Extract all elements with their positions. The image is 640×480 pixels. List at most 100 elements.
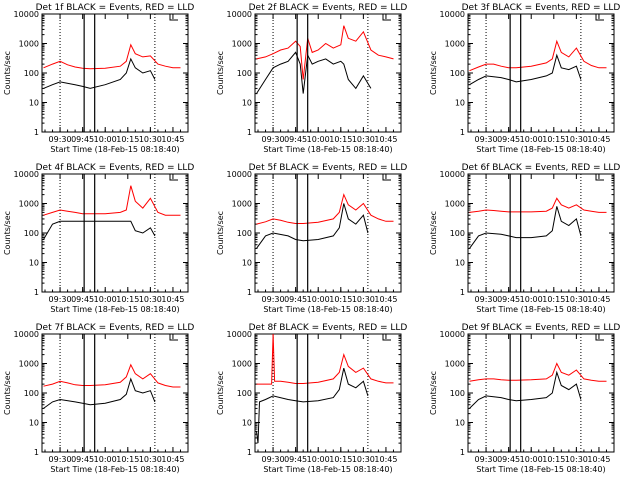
x-tick-label: 10:45 bbox=[161, 455, 184, 464]
chart-title: Det 3f BLACK = Events, RED = LLD bbox=[462, 3, 621, 13]
x-tick-label: 09:45 bbox=[497, 295, 520, 304]
x-axis-label: Start Time (18-Feb-15 08:18:40) bbox=[263, 145, 392, 154]
y-tick-label: 10 bbox=[242, 259, 252, 268]
y-tick-label: 10 bbox=[29, 419, 39, 428]
y-tick-label: 1000 bbox=[19, 200, 39, 209]
x-tick-label: 09:45 bbox=[497, 135, 520, 144]
x-tick-label: 10:45 bbox=[374, 135, 397, 144]
x-tick-label: 10:45 bbox=[374, 455, 397, 464]
x-tick-label: 09:30 bbox=[49, 295, 72, 304]
x-tick-label: 10:00 bbox=[307, 135, 330, 144]
legend-marker bbox=[169, 334, 178, 341]
x-tick-label: 10:15 bbox=[329, 455, 352, 464]
y-tick-label: 10 bbox=[29, 99, 39, 108]
y-tick-label: 1000 bbox=[19, 40, 39, 49]
y-tick-label: 1000 bbox=[445, 40, 465, 49]
y-tick-label: 1 bbox=[247, 288, 252, 297]
x-axis-label: Start Time (18-Feb-15 08:18:40) bbox=[476, 465, 605, 474]
chart-panel-9: Det 9f BLACK = Events, RED = LLD 1 10 100 10… bbox=[429, 323, 620, 474]
y-tick-label: 10000 bbox=[227, 170, 252, 179]
y-tick-label: 1 bbox=[34, 288, 39, 297]
y-tick-label: 1000 bbox=[445, 360, 465, 369]
x-tick-label: 10:15 bbox=[116, 135, 139, 144]
x-tick-label: 10:30 bbox=[565, 295, 588, 304]
legend-marker bbox=[382, 174, 391, 181]
legend-marker bbox=[169, 174, 178, 181]
chart-title: Det 5f BLACK = Events, RED = LLD bbox=[249, 163, 408, 173]
x-tick-label: 09:30 bbox=[475, 455, 498, 464]
x-tick-label: 10:00 bbox=[307, 455, 330, 464]
x-tick-label: 09:30 bbox=[262, 295, 285, 304]
x-tick-label: 09:45 bbox=[71, 295, 94, 304]
y-tick-label: 10000 bbox=[227, 330, 252, 339]
series-events bbox=[256, 203, 369, 249]
chart-panel-7: Det 7f BLACK = Events, RED = LLD 1 10 100 10… bbox=[3, 323, 194, 474]
x-tick-label: 10:45 bbox=[587, 295, 610, 304]
y-tick-label: 10000 bbox=[14, 10, 39, 19]
chart-panel-8: Det 8f BLACK = Events, RED = LLD 1 10 100 10… bbox=[216, 323, 407, 474]
series-events bbox=[469, 53, 582, 86]
chart-panel-6: Det 6f BLACK = Events, RED = LLD 1 10 100 10… bbox=[429, 163, 620, 314]
y-tick-label: 100 bbox=[24, 229, 39, 238]
series-lld bbox=[469, 362, 607, 382]
chart-panel-3: Det 3f BLACK = Events, RED = LLD 1 10 100 10… bbox=[429, 3, 620, 154]
y-axis-label: Counts/sec bbox=[429, 211, 438, 255]
series-lld bbox=[256, 333, 394, 385]
chart-title: Det 9f BLACK = Events, RED = LLD bbox=[462, 323, 621, 333]
x-tick-label: 10:00 bbox=[520, 135, 543, 144]
x-tick-label: 10:00 bbox=[94, 455, 117, 464]
y-tick-label: 1000 bbox=[232, 360, 252, 369]
y-tick-label: 10000 bbox=[14, 330, 39, 339]
series-events bbox=[256, 51, 372, 94]
plot-frame bbox=[254, 13, 402, 133]
plot-frame bbox=[467, 13, 615, 133]
plot-frame bbox=[254, 173, 402, 293]
x-tick-label: 09:45 bbox=[71, 455, 94, 464]
series-events bbox=[469, 206, 582, 249]
y-axis-label: Counts/sec bbox=[3, 51, 12, 95]
x-axis-label: Start Time (18-Feb-15 08:18:40) bbox=[50, 305, 179, 314]
x-tick-label: 10:15 bbox=[329, 295, 352, 304]
x-tick-label: 10:15 bbox=[116, 295, 139, 304]
x-tick-label: 10:30 bbox=[565, 455, 588, 464]
y-tick-label: 10000 bbox=[440, 10, 465, 19]
x-tick-label: 10:30 bbox=[139, 135, 162, 144]
chart-title: Det 7f BLACK = Events, RED = LLD bbox=[36, 323, 195, 333]
x-tick-label: 10:30 bbox=[139, 455, 162, 464]
y-tick-label: 100 bbox=[24, 389, 39, 398]
chart-panel-1: Det 1f BLACK = Events, RED = LLD 1 10 100 10… bbox=[3, 3, 194, 154]
y-tick-label: 1000 bbox=[445, 200, 465, 209]
series-events bbox=[43, 377, 156, 409]
y-axis-label: Counts/sec bbox=[3, 211, 12, 255]
x-tick-label: 10:30 bbox=[352, 455, 375, 464]
x-tick-label: 09:45 bbox=[284, 135, 307, 144]
y-tick-label: 1 bbox=[34, 128, 39, 137]
legend-marker bbox=[169, 14, 178, 21]
plot-frame bbox=[467, 333, 615, 453]
x-tick-label: 10:15 bbox=[116, 455, 139, 464]
y-tick-label: 100 bbox=[450, 389, 465, 398]
y-tick-label: 10 bbox=[242, 99, 252, 108]
y-tick-label: 10 bbox=[455, 419, 465, 428]
legend-marker bbox=[382, 14, 391, 21]
x-tick-label: 10:00 bbox=[94, 135, 117, 144]
y-axis-label: Counts/sec bbox=[216, 211, 225, 255]
plot-frame bbox=[41, 333, 189, 453]
x-tick-label: 10:45 bbox=[161, 295, 184, 304]
y-tick-label: 10000 bbox=[14, 170, 39, 179]
y-tick-label: 1000 bbox=[232, 40, 252, 49]
legend-marker bbox=[382, 334, 391, 341]
x-tick-label: 10:00 bbox=[307, 295, 330, 304]
y-axis-label: Counts/sec bbox=[216, 371, 225, 415]
y-tick-label: 1 bbox=[247, 128, 252, 137]
y-axis-label: Counts/sec bbox=[429, 371, 438, 415]
y-tick-label: 1 bbox=[34, 448, 39, 457]
x-tick-label: 10:15 bbox=[329, 135, 352, 144]
y-tick-label: 100 bbox=[237, 389, 252, 398]
series-lld bbox=[43, 185, 181, 216]
x-tick-label: 10:00 bbox=[520, 295, 543, 304]
y-tick-label: 10 bbox=[455, 259, 465, 268]
chart-title: Det 4f BLACK = Events, RED = LLD bbox=[36, 163, 195, 173]
legend-marker bbox=[595, 334, 604, 341]
